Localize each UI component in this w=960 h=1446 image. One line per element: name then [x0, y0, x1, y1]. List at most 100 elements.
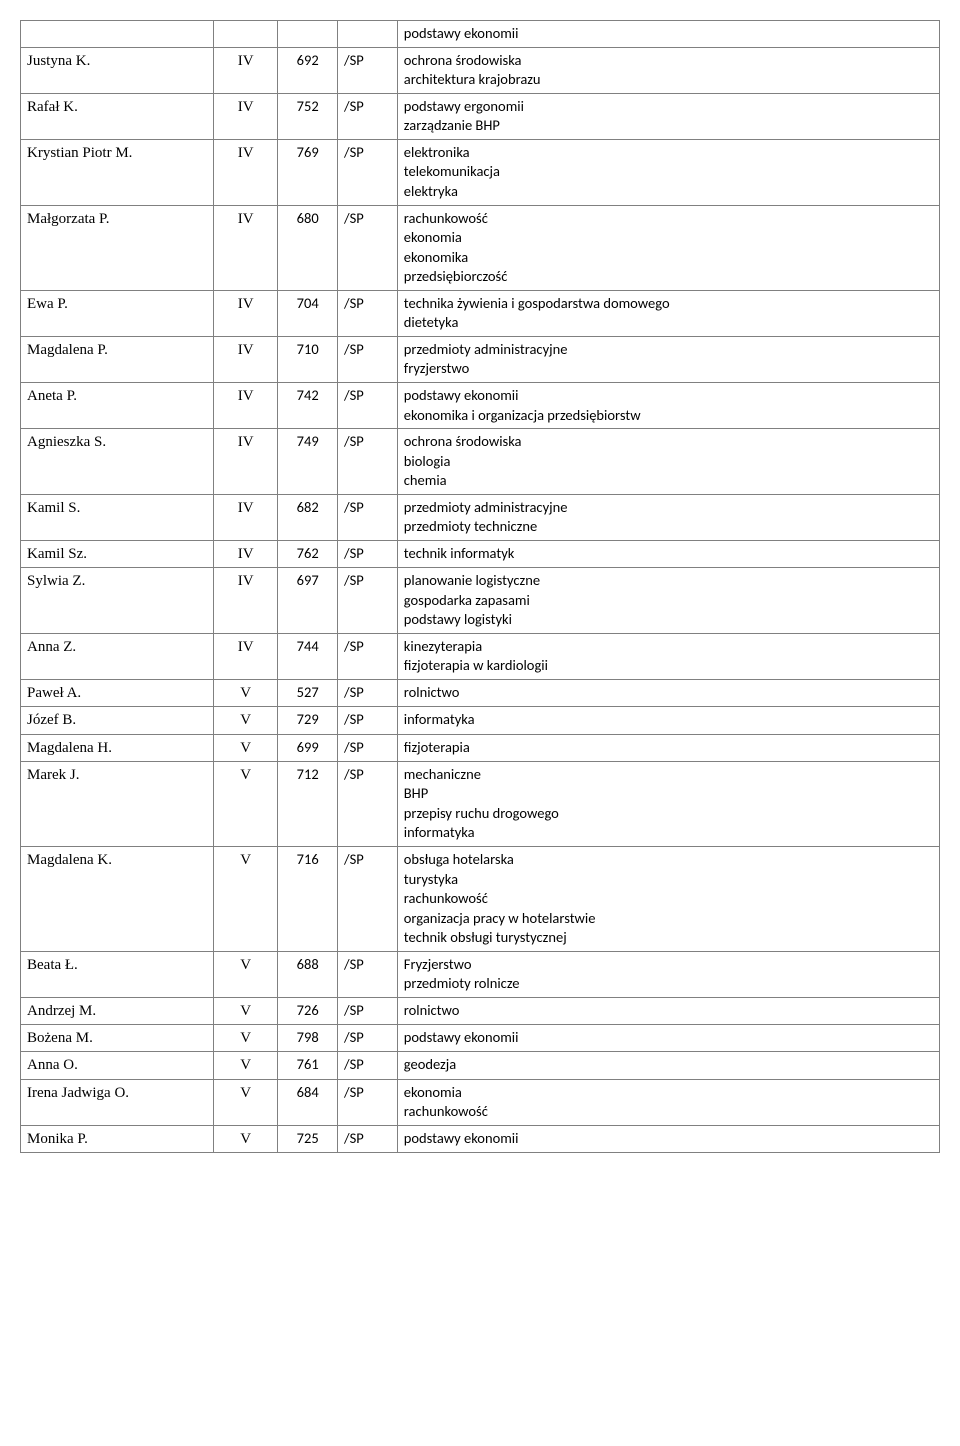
cell-suffix: /SP [338, 847, 398, 952]
cell-number: 798 [278, 1025, 338, 1052]
cell-description: mechaniczneBHPprzepisy ruchu drogowegoin… [397, 761, 939, 846]
table-row: Ewa P.IV704/SPtechnika żywienia i gospod… [21, 290, 940, 336]
cell-description: podstawy ekonomii [397, 21, 939, 48]
cell-number: 688 [278, 951, 338, 997]
cell-number: 761 [278, 1052, 338, 1079]
cell-group: IV [213, 47, 277, 93]
cell-suffix: /SP [338, 139, 398, 205]
cell-group: V [213, 1125, 277, 1152]
cell-group: IV [213, 383, 277, 429]
table-row: Marek J.V712/SPmechaniczneBHPprzepisy ru… [21, 761, 940, 846]
cell-suffix: /SP [338, 93, 398, 139]
cell-number: 762 [278, 540, 338, 567]
cell-name: Krystian Piotr M. [21, 139, 214, 205]
cell-description: podstawy ergonomiizarządzanie BHP [397, 93, 939, 139]
cell-name: Kamil Sz. [21, 540, 214, 567]
cell-suffix: /SP [338, 1025, 398, 1052]
table-row: Józef B.V729/SPinformatyka [21, 707, 940, 734]
cell-number: 744 [278, 633, 338, 679]
cell-description: podstawy ekonomiiekonomika i organizacja… [397, 383, 939, 429]
cell-description: Fryzjerstwo przedmioty rolnicze [397, 951, 939, 997]
cell-name: Monika P. [21, 1125, 214, 1152]
cell-group: V [213, 1079, 277, 1125]
cell-number: 682 [278, 494, 338, 540]
table-row: Anna O.V761/SPgeodezja [21, 1052, 940, 1079]
cell-suffix: /SP [338, 568, 398, 634]
table-row: Justyna K.IV692/SPochrona środowiska arc… [21, 47, 940, 93]
cell-number: 729 [278, 707, 338, 734]
cell-name [21, 21, 214, 48]
cell-group: IV [213, 290, 277, 336]
cell-suffix: /SP [338, 205, 398, 290]
cell-suffix: /SP [338, 429, 398, 495]
cell-suffix: /SP [338, 734, 398, 761]
cell-name: Ewa P. [21, 290, 214, 336]
table-row: Kamil S.IV682/SPprzedmioty administracyj… [21, 494, 940, 540]
cell-suffix: /SP [338, 1079, 398, 1125]
cell-group: IV [213, 494, 277, 540]
cell-number: 769 [278, 139, 338, 205]
cell-suffix: /SP [338, 707, 398, 734]
cell-suffix: /SP [338, 383, 398, 429]
cell-description: ekonomia rachunkowość [397, 1079, 939, 1125]
cell-name: Magdalena P. [21, 336, 214, 382]
cell-number: 527 [278, 680, 338, 707]
cell-name: Sylwia Z. [21, 568, 214, 634]
table-row: Kamil Sz.IV762/SPtechnik informatyk [21, 540, 940, 567]
cell-description: podstawy ekonomii [397, 1025, 939, 1052]
cell-number: 725 [278, 1125, 338, 1152]
cell-group: IV [213, 429, 277, 495]
cell-number: 712 [278, 761, 338, 846]
cell-number: 680 [278, 205, 338, 290]
table-row: Beata Ł.V688/SPFryzjerstwo przedmioty ro… [21, 951, 940, 997]
cell-name: Marek J. [21, 761, 214, 846]
cell-description: geodezja [397, 1052, 939, 1079]
cell-suffix: /SP [338, 540, 398, 567]
cell-name: Justyna K. [21, 47, 214, 93]
cell-name: Rafał K. [21, 93, 214, 139]
cell-group [213, 21, 277, 48]
cell-group: V [213, 847, 277, 952]
table-row: Krystian Piotr M.IV769/SPelektronikatele… [21, 139, 940, 205]
cell-suffix: /SP [338, 1125, 398, 1152]
cell-number: 710 [278, 336, 338, 382]
cell-group: V [213, 761, 277, 846]
cell-suffix: /SP [338, 494, 398, 540]
cell-suffix: /SP [338, 47, 398, 93]
cell-description: przedmioty administracyjnefryzjerstwo [397, 336, 939, 382]
cell-group: IV [213, 336, 277, 382]
cell-name: Józef B. [21, 707, 214, 734]
cell-description: rachunkowośćekonomiaekonomikaprzedsiębio… [397, 205, 939, 290]
cell-group: IV [213, 93, 277, 139]
cell-number: 697 [278, 568, 338, 634]
cell-group: V [213, 707, 277, 734]
cell-name: Magdalena H. [21, 734, 214, 761]
cell-description: planowanie logistycznegospodarka zapasam… [397, 568, 939, 634]
cell-number: 749 [278, 429, 338, 495]
cell-number: 699 [278, 734, 338, 761]
cell-number: 716 [278, 847, 338, 952]
cell-suffix: /SP [338, 680, 398, 707]
cell-description: ochrona środowiska architektura krajobra… [397, 47, 939, 93]
table-row: Aneta P.IV742/SPpodstawy ekonomiiekonomi… [21, 383, 940, 429]
table-row: Agnieszka S.IV749/SPochrona środowiskabi… [21, 429, 940, 495]
cell-description: rolnictwo [397, 997, 939, 1024]
cell-number: 742 [278, 383, 338, 429]
table-row: podstawy ekonomii [21, 21, 940, 48]
table-row: Paweł A.V527/SProlnictwo [21, 680, 940, 707]
cell-name: Małgorzata P. [21, 205, 214, 290]
cell-name: Bożena M. [21, 1025, 214, 1052]
cell-group: IV [213, 568, 277, 634]
cell-suffix [338, 21, 398, 48]
cell-number: 752 [278, 93, 338, 139]
cell-description: ochrona środowiskabiologiachemia [397, 429, 939, 495]
cell-name: Magdalena K. [21, 847, 214, 952]
cell-description: elektronikatelekomunikacjaelektryka [397, 139, 939, 205]
cell-group: V [213, 951, 277, 997]
table-row: Rafał K.IV752/SPpodstawy ergonomiizarząd… [21, 93, 940, 139]
cell-description: informatyka [397, 707, 939, 734]
cell-description: podstawy ekonomii [397, 1125, 939, 1152]
table-row: Andrzej M.V726/SProlnictwo [21, 997, 940, 1024]
cell-description: fizjoterapia [397, 734, 939, 761]
cell-description: technika żywienia i gospodarstwa domoweg… [397, 290, 939, 336]
